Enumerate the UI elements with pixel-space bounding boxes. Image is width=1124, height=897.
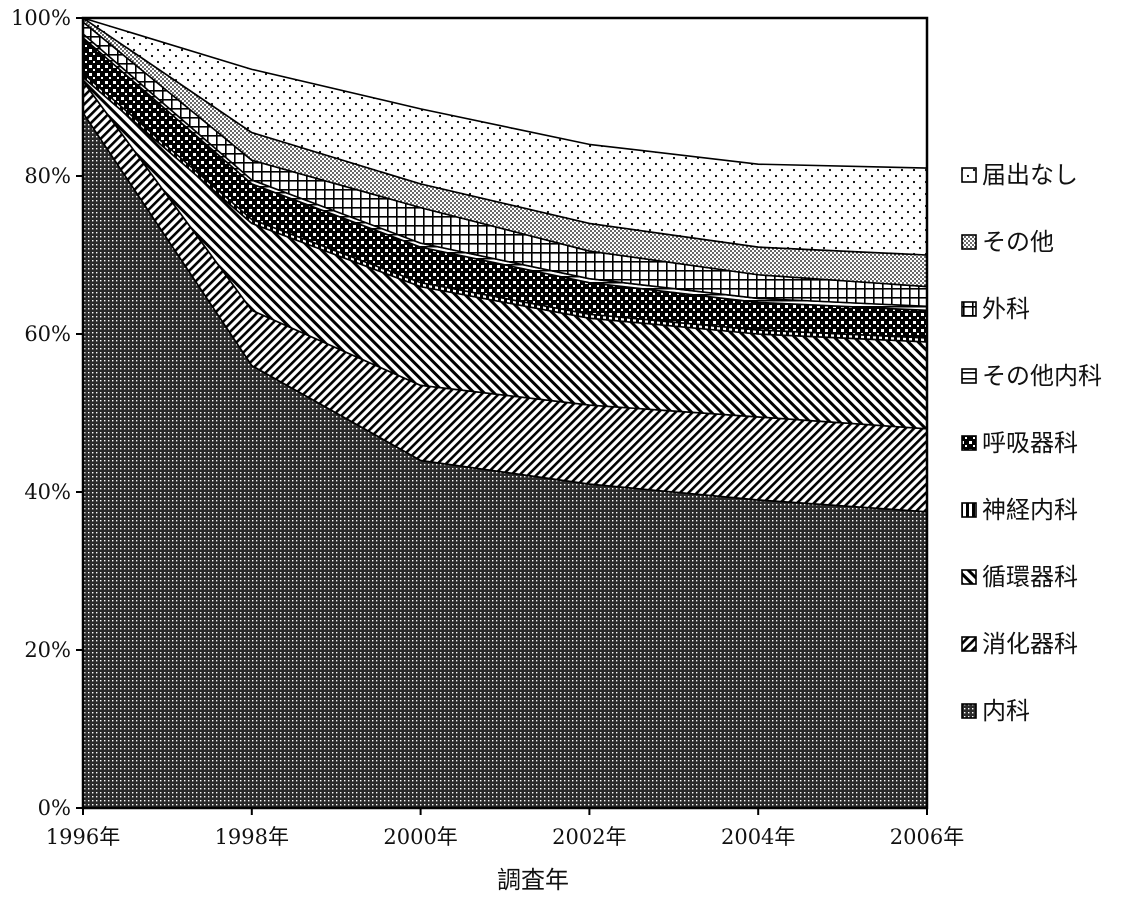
legend-label: その他内科	[982, 362, 1102, 390]
y-tick-label: 100%	[11, 6, 71, 30]
legend-item-9: 届出なし	[961, 161, 1078, 189]
legend-label: 呼吸器科	[982, 429, 1078, 457]
legend-label: 循環器科	[982, 563, 1078, 591]
legend-swatch	[961, 435, 977, 451]
legend-swatch	[961, 234, 977, 250]
legend-item-2: 消化器科	[961, 630, 1078, 658]
legend-label: 神経内科	[982, 496, 1078, 524]
x-tick-label: 1996年	[46, 825, 120, 849]
legend-item-4: 神経内科	[961, 496, 1078, 524]
legend-swatch	[961, 301, 977, 317]
y-tick-label: 0%	[38, 796, 71, 820]
y-tick-label: 80%	[24, 164, 71, 188]
y-tick-label: 60%	[24, 322, 71, 346]
x-tick-label: 2002年	[552, 825, 626, 849]
legend-swatch	[961, 167, 977, 183]
axes-layer: 0% 20% 40% 60% 80% 100% 1996年 1998年 2000年 2002年 20…	[11, 6, 964, 894]
x-tick-label: 2000年	[383, 825, 457, 849]
legend-swatch	[961, 569, 977, 585]
areas-layer	[82, 17, 928, 809]
legend-item-7: 外科	[961, 295, 1030, 323]
legend-swatch	[961, 636, 977, 652]
y-tick-label: 20%	[24, 638, 71, 662]
legend-swatch	[961, 368, 977, 384]
legend-swatch	[961, 502, 977, 518]
legend-label: 消化器科	[982, 630, 1078, 658]
x-tick-label: 2004年	[721, 825, 795, 849]
legend-label: 外科	[982, 295, 1030, 323]
legend-item-8: その他	[961, 228, 1054, 256]
legend-item-3: 循環器科	[961, 563, 1078, 591]
y-tick-label: 40%	[24, 480, 71, 504]
legend-label: 内科	[982, 697, 1030, 725]
legend-label: 届出なし	[982, 161, 1078, 189]
legend-item-5: 呼吸器科	[961, 429, 1078, 457]
plot-frame	[81, 16, 929, 810]
x-tick-label: 2006年	[890, 825, 964, 849]
legend-swatch	[961, 703, 977, 719]
legend-label: その他	[982, 228, 1054, 256]
x-tick-label: 1998年	[215, 825, 289, 849]
legend-item-1: 内科	[961, 697, 1030, 725]
legend-item-6: その他内科	[961, 362, 1102, 390]
x-axis-title: 調査年	[497, 866, 569, 894]
